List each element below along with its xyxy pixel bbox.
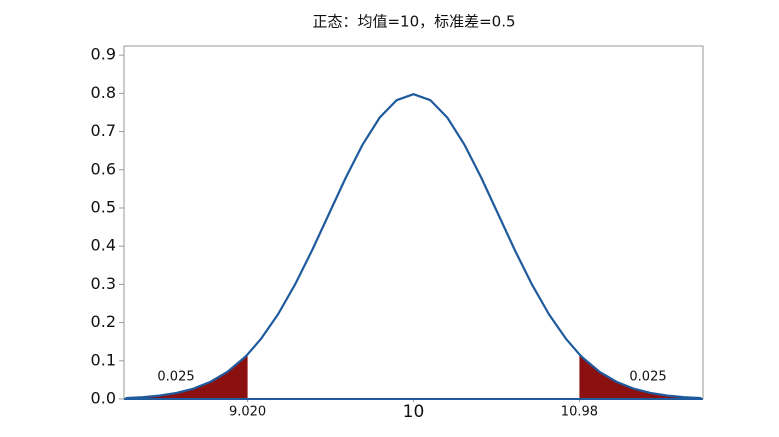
y-tick-label: 0.9: [91, 45, 116, 64]
density-curve: [125, 93, 702, 400]
tail-area: [579, 354, 703, 399]
y-tick-label: 0.7: [91, 121, 116, 140]
tail-label: 0.025: [157, 370, 194, 385]
y-tick-label: 0.5: [91, 197, 116, 216]
plot-frame: [123, 45, 704, 399]
x-tick-label: 10: [403, 402, 425, 422]
y-tick-label: 0.0: [91, 389, 116, 408]
y-tick-label: 0.4: [91, 236, 116, 255]
tail-label: 0.025: [629, 370, 666, 385]
x-tick-label: 9.020: [229, 405, 266, 420]
y-tick-label: 0.6: [91, 159, 116, 178]
y-tick-label: 0.8: [91, 83, 116, 102]
y-tick-label: 0.1: [91, 350, 116, 369]
x-tick-label: 10.98: [561, 405, 598, 420]
tail-area: [124, 354, 248, 399]
y-tick-label: 0.2: [91, 312, 116, 331]
y-tick-label: 0.3: [91, 274, 116, 293]
chart-title: 正态：均值=10，标准差=0.5: [312, 13, 515, 31]
